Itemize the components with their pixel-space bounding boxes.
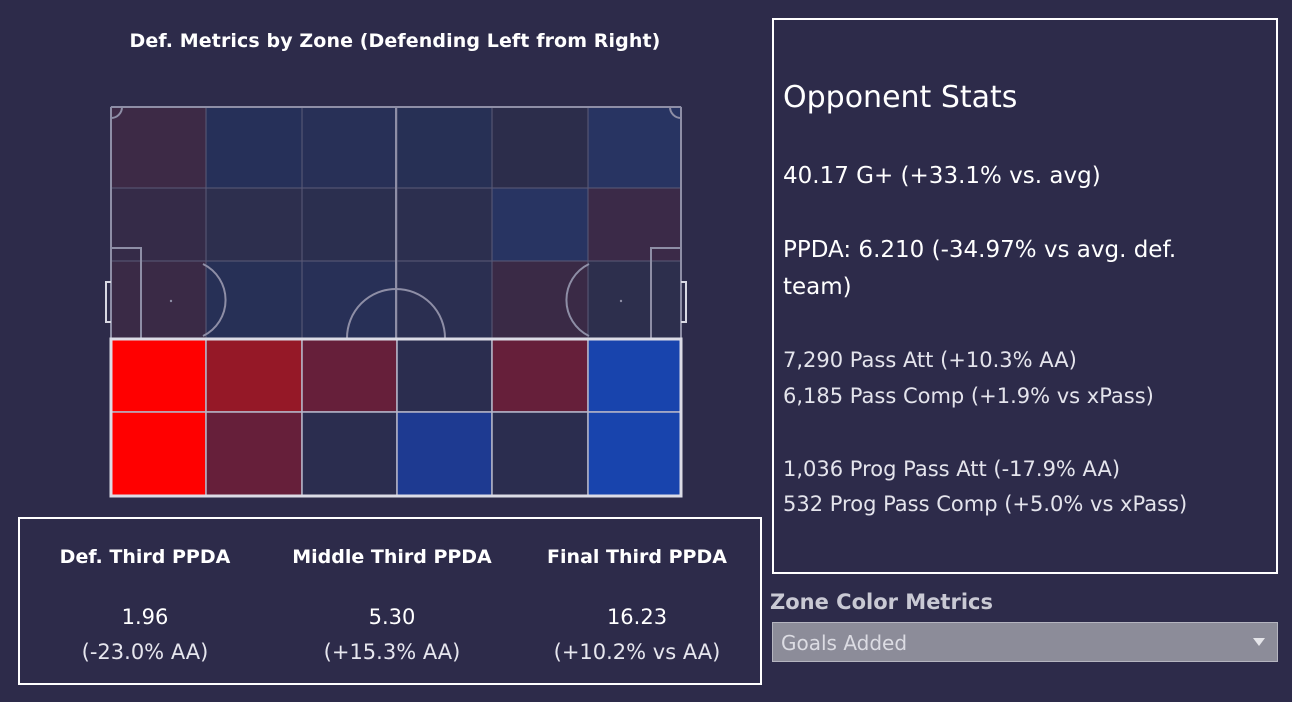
- lower-zone-cell-r2-c5[interactable]: [491, 411, 589, 497]
- upper-zone-cell-r3-c2[interactable]: [205, 260, 303, 339]
- left-penalty-spot: [169, 299, 173, 303]
- lower-zone-cell-r1-c5[interactable]: [491, 338, 589, 413]
- lower-zone-cell-r1-c3[interactable]: [301, 338, 398, 413]
- lower-zone-cell-r1-c2[interactable]: [205, 338, 303, 413]
- def-third-value: 1.96: [121, 605, 169, 629]
- chevron-down-icon[interactable]: [1253, 638, 1265, 646]
- center-circle: [346, 288, 446, 339]
- zone-color-metrics-label: Zone Color Metrics: [770, 590, 993, 614]
- def-third-label: Def. Third PPDA: [59, 546, 231, 568]
- left-goal: [105, 281, 111, 323]
- opponent-stats-title: Opponent Stats: [783, 80, 1018, 115]
- def-third-ppda: Def. Third PPDA 1.96 (-23.0% AA): [20, 519, 270, 683]
- final-third-value: 16.23: [606, 605, 668, 629]
- upper-zone-cell-r2-c3[interactable]: [301, 187, 398, 262]
- lower-zone-cell-r1-c1[interactable]: [110, 338, 207, 413]
- lower-zone-cell-r2-c6[interactable]: [587, 411, 682, 497]
- upper-zone-cell-r1-c4[interactable]: [396, 106, 493, 189]
- pass-comp-stat: 6,185 Pass Comp (+1.9% vs xPass): [783, 384, 1154, 408]
- upper-zone-cell-r2-c2[interactable]: [205, 187, 303, 262]
- middle-third-ppda: Middle Third PPDA 5.30 (+15.3% AA): [270, 519, 514, 683]
- middle-third-value: 5.30: [368, 605, 416, 629]
- right-arc: [565, 263, 590, 337]
- left-box: [111, 247, 142, 338]
- final-third-label: Final Third PPDA: [547, 546, 727, 568]
- prog-pass-comp-stat: 532 Prog Pass Comp (+5.0% vs xPass): [783, 492, 1188, 516]
- ppda-stat-line2: team): [783, 274, 852, 300]
- upper-zone-cell-r1-c5[interactable]: [491, 106, 589, 189]
- lower-zone-cell-r1-c4[interactable]: [396, 338, 493, 413]
- final-third-ppda: Final Third PPDA 16.23 (+10.2% vs AA): [514, 519, 760, 683]
- g-plus-stat: 40.17 G+ (+33.1% vs. avg): [783, 163, 1101, 189]
- pitch-svg: [105, 106, 687, 498]
- prog-pass-att-stat: 1,036 Prog Pass Att (-17.9% AA): [783, 457, 1121, 481]
- middle-third-label: Middle Third PPDA: [292, 546, 492, 568]
- upper-zone-cell-r1-c2[interactable]: [205, 106, 303, 189]
- right-goal: [681, 281, 687, 323]
- upper-zone-cell-r1-c3[interactable]: [301, 106, 398, 189]
- upper-zone-cell-r3-c6[interactable]: [587, 260, 682, 339]
- right-penalty-spot: [619, 299, 623, 303]
- pitch-lines: [105, 106, 687, 339]
- lower-zone-cell-r2-c3[interactable]: [301, 411, 398, 497]
- lower-zone-cells: [110, 338, 682, 497]
- upper-zone-cell-r3-c5[interactable]: [491, 260, 589, 339]
- lower-zone-cell-r2-c1[interactable]: [110, 411, 207, 497]
- upper-zone-cell-r1-c1[interactable]: [110, 106, 207, 189]
- lower-zone-cell-r2-c2[interactable]: [205, 411, 303, 497]
- opponent-stats-panel: Opponent Stats 40.17 G+ (+33.1% vs. avg)…: [772, 18, 1278, 574]
- ppda-panel: Def. Third PPDA 1.96 (-23.0% AA) Middle …: [18, 517, 762, 685]
- right-box: [650, 247, 681, 338]
- middle-third-aa: (+15.3% AA): [323, 640, 461, 664]
- lower-zone-border: [109, 337, 683, 498]
- upper-zone-cell-r3-c1[interactable]: [110, 260, 207, 339]
- lower-zone-cell-r2-c4[interactable]: [396, 411, 493, 497]
- corner-arc-left: [110, 106, 123, 119]
- corner-arc-right: [669, 106, 682, 119]
- pitch-title: Def. Metrics by Zone (Defending Left fro…: [129, 30, 661, 52]
- left-arc: [202, 263, 227, 337]
- upper-zone-cell-r2-c5[interactable]: [491, 187, 589, 262]
- pass-att-stat: 7,290 Pass Att (+10.3% AA): [783, 348, 1077, 372]
- pitch-heatmap[interactable]: [103, 104, 689, 500]
- upper-zone-cell-r2-c1[interactable]: [110, 187, 207, 262]
- upper-zone-cell-r2-c4[interactable]: [396, 187, 493, 262]
- lower-zone-cell-r1-c6[interactable]: [587, 338, 682, 413]
- upper-zone-cell-r1-c6[interactable]: [587, 106, 682, 189]
- dropdown-selected-value: Goals Added: [781, 631, 908, 655]
- upper-zone-cell-r3-c3[interactable]: [301, 260, 398, 339]
- ppda-stat-line1: PPDA: 6.210 (-34.97% vs avg. def.: [783, 237, 1177, 263]
- final-third-aa: (+10.2% vs AA): [553, 640, 721, 664]
- zone-color-metrics-dropdown[interactable]: Goals Added: [772, 622, 1278, 662]
- upper-zone-cell-r2-c6[interactable]: [587, 187, 682, 262]
- def-third-aa: (-23.0% AA): [81, 640, 209, 664]
